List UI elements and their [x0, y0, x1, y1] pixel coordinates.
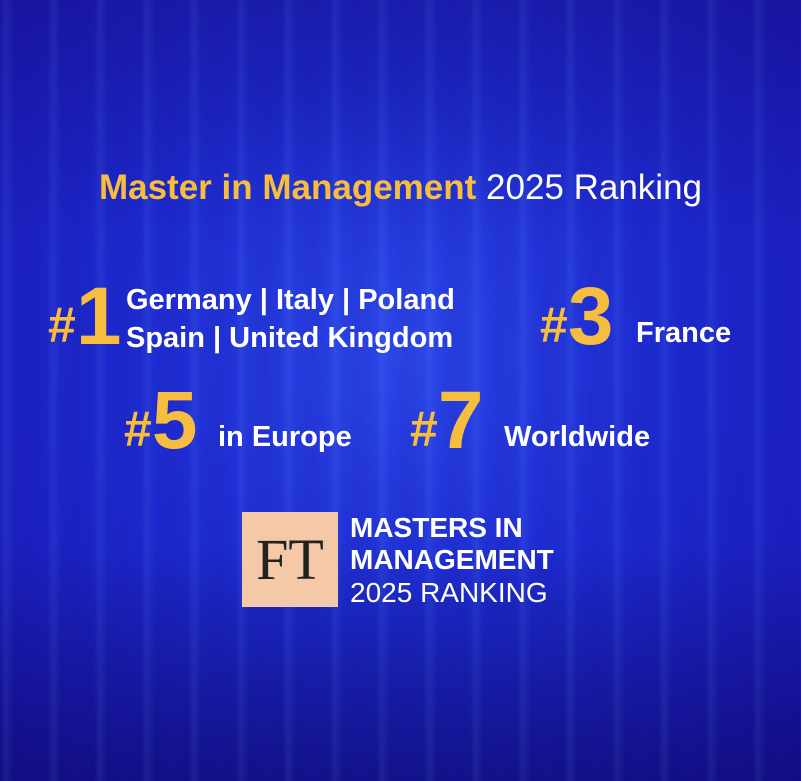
rank-hash: # — [540, 297, 568, 353]
rank: #1 — [48, 276, 121, 358]
label-line: Spain | United Kingdom — [126, 322, 454, 354]
rank-number: 5 — [151, 375, 198, 466]
ft-logo: FT — [242, 512, 338, 607]
rank-label: Worldwide — [504, 421, 651, 453]
title-rest: 2025 Ranking — [486, 168, 703, 207]
rank: #5 — [124, 380, 197, 462]
rank: #7 — [410, 380, 483, 462]
badge-line: MANAGEMENT — [350, 544, 554, 575]
rank: #3 — [540, 276, 613, 358]
title: Master in Management 2025 Ranking — [0, 168, 801, 208]
badge-line: 2025 RANKING — [350, 577, 548, 608]
label-line: Germany | Italy | Poland — [126, 284, 455, 316]
rank-number: 1 — [75, 271, 122, 362]
rank-label: in Europe — [218, 421, 352, 453]
rank-label: France — [636, 317, 732, 349]
rank-label: Germany | Italy | Poland Spain | United … — [126, 281, 455, 357]
title-highlight: Master in Management — [98, 168, 477, 207]
rank-number: 3 — [567, 271, 614, 362]
rank-hash: # — [124, 401, 152, 457]
rank-hash: # — [410, 401, 438, 457]
rank-number: 7 — [437, 375, 484, 466]
badge-line: MASTERS IN — [350, 512, 523, 543]
rank-hash: # — [48, 297, 76, 353]
